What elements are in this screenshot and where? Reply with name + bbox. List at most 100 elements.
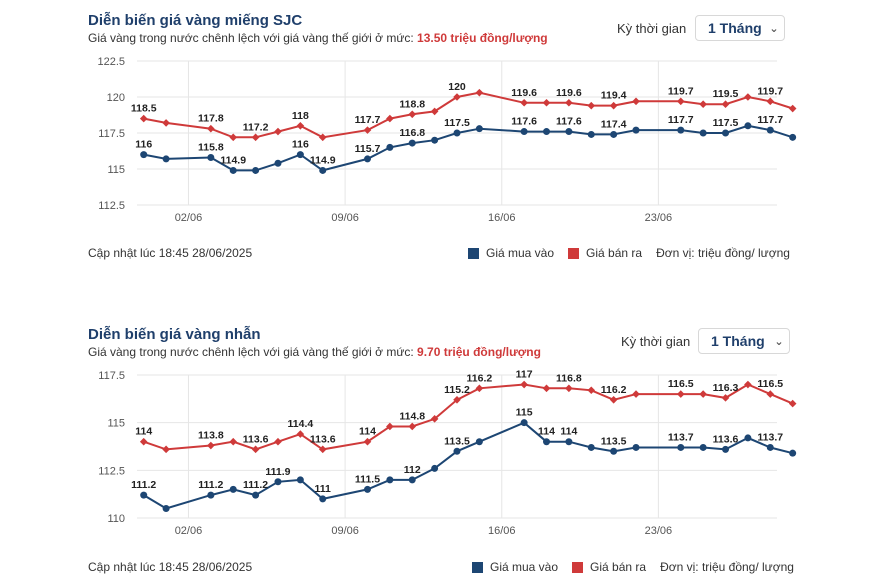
data-point-sell bbox=[251, 445, 260, 454]
legend-swatch-sell bbox=[568, 247, 580, 259]
data-label-buy: 114.9 bbox=[310, 154, 336, 166]
data-label-buy: 111.2 bbox=[243, 479, 268, 491]
data-point-buy bbox=[274, 159, 282, 167]
data-point-sell bbox=[363, 126, 372, 134]
data-point-buy bbox=[319, 495, 327, 503]
x-tick-label: 09/06 bbox=[331, 212, 359, 224]
period-select[interactable]: 1 Tháng ⌄ bbox=[698, 328, 790, 354]
data-label-buy: 113.5 bbox=[601, 435, 627, 447]
data-point-sell bbox=[453, 395, 461, 404]
data-point-sell bbox=[207, 124, 215, 133]
x-tick-label: 02/06 bbox=[175, 212, 203, 224]
period-select[interactable]: 1 Tháng ⌄ bbox=[695, 15, 785, 41]
data-label-buy: 111.2 bbox=[198, 479, 223, 491]
x-tick-label: 23/06 bbox=[645, 212, 673, 224]
legend-item-sell[interactable]: Giá bán ra bbox=[568, 246, 642, 260]
data-point-buy bbox=[610, 447, 618, 455]
data-point-sell bbox=[565, 384, 573, 393]
data-point-sell bbox=[632, 97, 640, 106]
data-point-buy bbox=[475, 125, 483, 133]
data-label-buy: 116 bbox=[135, 139, 152, 151]
chart-title: Diễn biến giá vàng miếng SJC bbox=[88, 12, 303, 29]
data-point-sell bbox=[609, 101, 618, 110]
y-tick-label: 117.5 bbox=[98, 370, 125, 382]
data-point-buy bbox=[587, 130, 595, 138]
data-point-sell bbox=[318, 133, 327, 142]
legend-item-sell[interactable]: Giá bán ra bbox=[572, 560, 646, 574]
data-label-sell: 114 bbox=[359, 426, 376, 438]
data-point-buy bbox=[162, 155, 170, 163]
series-line-sell bbox=[143, 91, 794, 139]
legend-item-buy[interactable]: Giá mua vào bbox=[468, 246, 554, 260]
data-label-buy: 112 bbox=[404, 464, 421, 476]
legend-swatch-sell bbox=[572, 561, 584, 573]
data-point-buy bbox=[789, 133, 797, 141]
y-tick-label: 122.5 bbox=[97, 56, 125, 68]
data-label-sell: 116.5 bbox=[668, 378, 694, 390]
data-point-sell bbox=[274, 127, 282, 136]
data-point-buy bbox=[229, 485, 237, 493]
data-label-buy: 115 bbox=[516, 407, 533, 419]
data-point-buy bbox=[453, 447, 461, 455]
data-label-buy: 115.8 bbox=[198, 141, 224, 153]
data-label-sell: 117.8 bbox=[198, 113, 224, 125]
data-label-sell: 119.7 bbox=[757, 85, 783, 97]
data-point-buy bbox=[565, 128, 573, 136]
data-point-sell bbox=[721, 394, 730, 402]
data-point-sell bbox=[408, 110, 417, 119]
data-point-buy bbox=[565, 438, 573, 446]
data-point-buy bbox=[766, 126, 774, 134]
data-point-buy bbox=[140, 151, 148, 159]
data-point-buy bbox=[610, 130, 618, 138]
data-label-buy: 117.4 bbox=[601, 118, 627, 130]
data-point-sell bbox=[587, 101, 596, 110]
data-point-buy bbox=[296, 151, 304, 159]
legend-swatch-buy bbox=[468, 247, 479, 259]
data-point-buy bbox=[744, 122, 752, 130]
chart-panel-sjc: Diễn biến giá vàng miếng SJC Giá vàng tr… bbox=[0, 0, 871, 290]
subtitle-value: 13.50 triệu đồng/lượng bbox=[417, 31, 548, 45]
data-label-buy: 117.5 bbox=[713, 117, 739, 129]
data-point-sell bbox=[699, 390, 707, 398]
data-label-sell: 120 bbox=[448, 81, 466, 93]
data-point-sell bbox=[587, 386, 596, 395]
data-point-sell bbox=[766, 390, 775, 398]
data-point-sell bbox=[251, 133, 260, 142]
data-point-sell bbox=[318, 445, 327, 454]
data-point-sell bbox=[520, 380, 528, 389]
data-label-sell: 119.7 bbox=[668, 85, 694, 97]
data-point-buy bbox=[408, 476, 416, 484]
y-tick-label: 110 bbox=[107, 513, 125, 525]
legend-swatch-buy bbox=[472, 561, 483, 573]
data-label-sell: 116.8 bbox=[556, 372, 582, 384]
data-point-sell bbox=[162, 445, 170, 454]
y-tick-label: 112.5 bbox=[98, 200, 125, 212]
updated-time: Cập nhật lúc 18:45 28/06/2025 bbox=[88, 560, 253, 574]
data-label-buy: 115.7 bbox=[355, 143, 381, 155]
data-point-buy bbox=[386, 476, 394, 484]
data-point-buy bbox=[207, 153, 215, 161]
chart-subtitle: Giá vàng trong nước chênh lệch với giá v… bbox=[88, 31, 548, 45]
data-label-sell: 118 bbox=[292, 110, 309, 122]
data-label-sell: 117 bbox=[516, 369, 533, 381]
data-point-sell bbox=[229, 133, 238, 142]
data-point-sell bbox=[609, 395, 618, 404]
subtitle-value: 9.70 triệu đồng/lượng bbox=[417, 345, 541, 359]
x-tick-label: 02/06 bbox=[175, 525, 203, 537]
data-point-buy bbox=[722, 445, 730, 453]
data-label-buy: 114.9 bbox=[220, 154, 246, 166]
data-label-sell: 117.7 bbox=[355, 114, 381, 126]
chart-panel-ring: Diễn biến giá vàng nhẫn Giá vàng trong n… bbox=[0, 290, 871, 588]
data-point-buy bbox=[453, 129, 461, 137]
data-label-buy: 117.7 bbox=[757, 114, 783, 126]
data-label-buy: 113.7 bbox=[757, 431, 783, 443]
data-label-sell: 114.4 bbox=[288, 418, 314, 430]
data-point-sell bbox=[274, 437, 282, 446]
data-point-buy bbox=[543, 128, 551, 136]
data-label-sell: 116.5 bbox=[757, 378, 783, 390]
data-point-buy bbox=[431, 136, 439, 144]
y-tick-label: 115 bbox=[107, 418, 125, 430]
legend-item-buy[interactable]: Giá mua vào bbox=[472, 560, 558, 574]
data-label-sell: 118.8 bbox=[399, 98, 425, 110]
data-point-buy bbox=[766, 443, 774, 451]
